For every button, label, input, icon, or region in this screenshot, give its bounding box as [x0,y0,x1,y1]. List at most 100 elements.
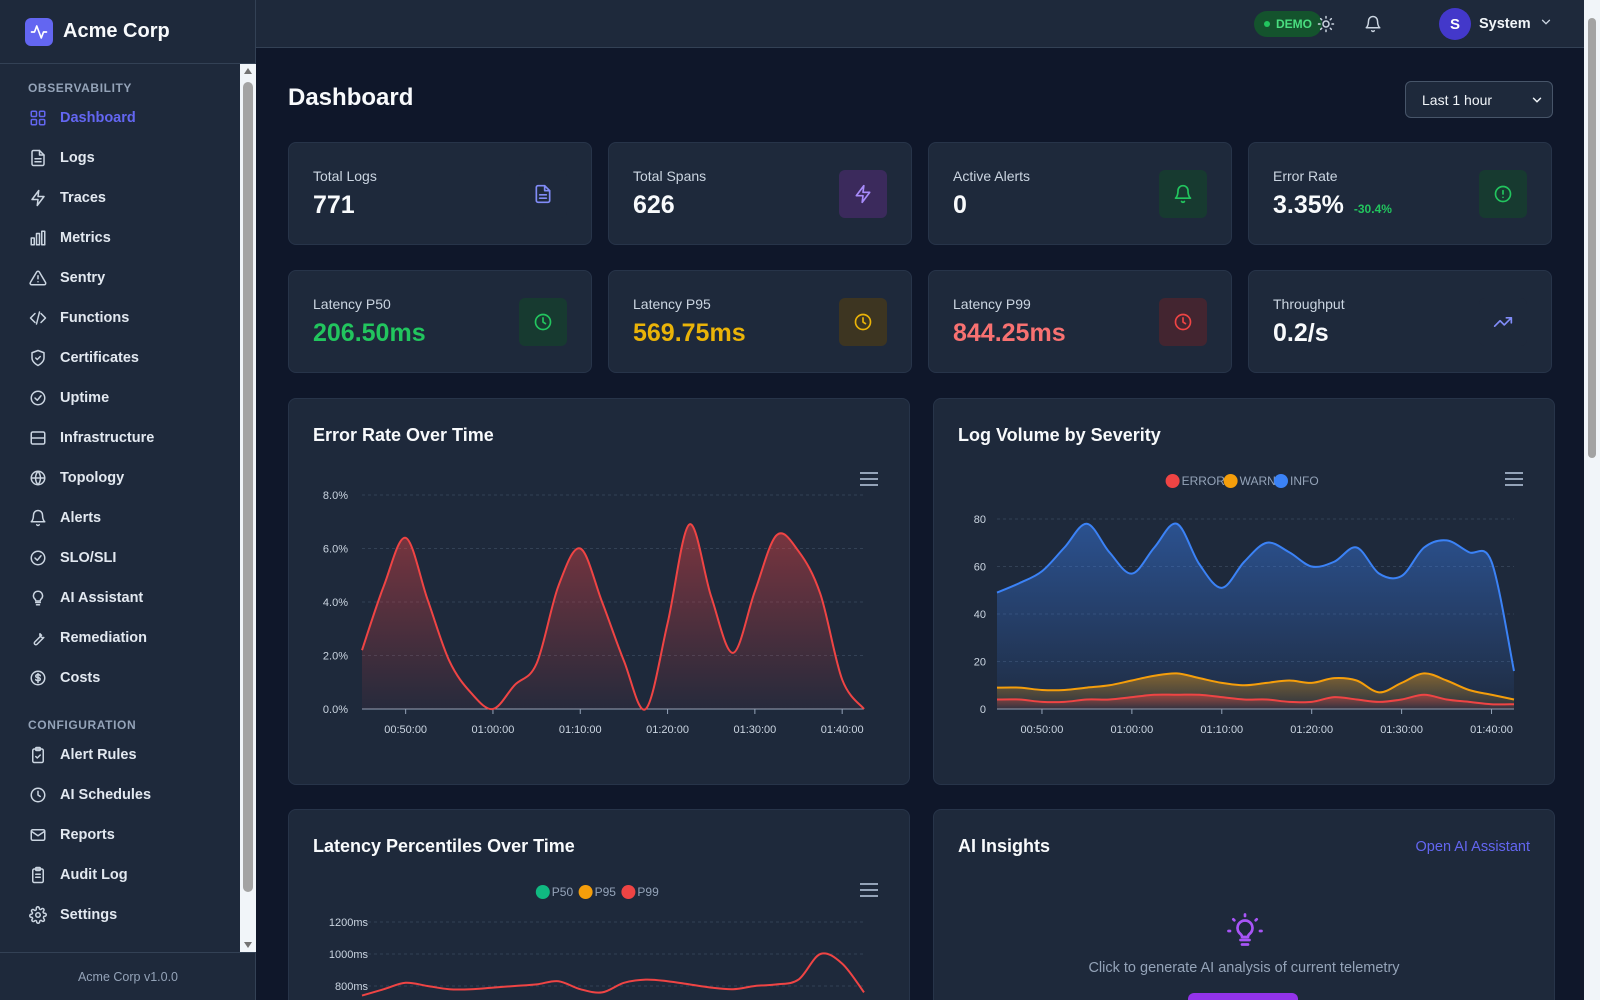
avatar: S [1439,8,1471,40]
stat-number: 0.2/s [1273,319,1329,347]
wrench-icon [28,628,48,648]
chart-menu-icon[interactable] [860,883,878,897]
panel-title: Error Rate Over Time [313,425,494,445]
sidebar-item-label: Remediation [60,630,148,646]
sidebar-item-ai-assistant[interactable]: AI Assistant [0,578,240,618]
sidebar-item-sentry[interactable]: Sentry [0,258,240,298]
sidebar-item-label: Topology [60,470,125,486]
x-tick-label: 01:30:00 [1380,724,1423,736]
sidebar-item-infrastructure[interactable]: Infrastructure [0,418,240,458]
sidebar-item-slo-sli[interactable]: SLO/SLI [0,538,240,578]
series-line-info [996,522,1515,672]
clipboard-list-icon [28,865,48,885]
y-tick-label: 2.0% [323,651,348,663]
lightbulb-icon [1227,913,1263,954]
sidebar-item-costs[interactable]: Costs [0,658,240,698]
series-area-error-rate [362,524,864,710]
file-text-icon [519,170,567,218]
sidebar-item-uptime[interactable]: Uptime [0,378,240,418]
x-tick-label: 01:00:00 [1110,724,1153,736]
sidebar-item-alerts[interactable]: Alerts [0,498,240,538]
y-tick-label: 0 [980,704,986,716]
panel-title: Log Volume by Severity [958,425,1161,445]
sidebar-item-label: AI Assistant [60,590,144,606]
stat-number: 206.50ms [313,319,426,347]
x-tick-label: 01:00:00 [472,724,515,736]
legend-label-p95: P95 [595,885,617,899]
sidebar: Acme Corp OBSERVABILITY Dashboard Logs Tra… [0,0,256,1000]
stat-value: 569.75ms [633,319,746,348]
grid-icon [28,108,48,128]
sidebar-scrollbar[interactable] [240,64,256,952]
y-tick-label: 80 [974,514,986,526]
file-text-icon [28,148,48,168]
open-ai-assistant-link[interactable]: Open AI Assistant [1415,839,1530,855]
scroll-up-arrow-icon[interactable] [244,68,252,74]
stat-card-total-spans: Total Spans 626 [608,142,912,245]
sidebar-item-ai-schedules[interactable]: AI Schedules [0,775,240,815]
sidebar-item-metrics[interactable]: Metrics [0,218,240,258]
series-line-p99 [361,952,865,997]
legend-label-p50: P50 [552,885,574,899]
legend-label-p99: P99 [637,885,659,899]
bell-icon [1159,170,1207,218]
y-tick-label: 1200ms [329,917,369,929]
stat-card-latency-p95: Latency P95 569.75ms [608,270,912,373]
sidebar-item-dashboard[interactable]: Dashboard [0,98,240,138]
app-version: Acme Corp v1.0.0 [0,952,256,1000]
page-scrollbar[interactable] [1584,0,1600,1000]
stat-label: Latency P99 [953,296,1031,312]
x-tick-label: 01:40:00 [821,724,864,736]
sidebar-item-remediation[interactable]: Remediation [0,618,240,658]
sun-icon[interactable] [1314,12,1338,36]
time-range-value: Last 1 hour [1422,91,1493,108]
sidebar-item-functions[interactable]: Functions [0,298,240,338]
sidebar-item-settings[interactable]: Settings [0,895,240,935]
sidebar-item-reports[interactable]: Reports [0,815,240,855]
stat-number: 771 [313,191,355,219]
user-menu[interactable]: S System [1439,8,1553,40]
chart-menu-icon[interactable] [860,472,878,486]
dollar-icon [28,668,48,688]
scroll-down-arrow-icon[interactable] [244,942,252,948]
sidebar-item-label: Infrastructure [60,430,155,446]
legend-marker-p50 [535,885,550,899]
series-line-error [996,693,1515,706]
bar-chart-icon [28,228,48,248]
globe-icon [28,468,48,488]
x-tick-label: 01:40:00 [1470,724,1513,736]
stat-label: Total Spans [633,168,707,184]
sidebar-scroll-thumb[interactable] [243,82,253,892]
y-tick-label: 4.0% [323,597,348,609]
bolt-icon [839,170,887,218]
sidebar-item-label: Reports [60,827,115,843]
y-tick-label: 0.0% [323,704,348,716]
trending-up-icon [1479,298,1527,346]
series-line-warn [996,672,1515,701]
chart-menu-icon[interactable] [1505,472,1523,486]
x-tick-label: 01:10:00 [1200,724,1243,736]
page-scroll-thumb[interactable] [1588,18,1596,458]
x-tick-label: 01:20:00 [1290,724,1333,736]
stat-number: 3.35% [1273,191,1344,219]
time-range-select[interactable]: Last 1 hour [1405,81,1553,118]
legend-label-error: ERROR [1182,474,1226,488]
sidebar-item-alert-rules[interactable]: Alert Rules [0,735,240,775]
stat-label: Throughput [1273,296,1345,312]
stat-card-throughput: Throughput 0.2/s [1248,270,1552,373]
generate-insights-button[interactable] [1188,993,1298,1000]
sidebar-item-label: Traces [60,190,106,206]
stat-card-active-alerts: Active Alerts 0 [928,142,1232,245]
ai-insights-panel: AI Insights Open AI Assistant Click to g… [933,809,1555,1000]
sidebar-item-topology[interactable]: Topology [0,458,240,498]
sidebar-item-logs[interactable]: Logs [0,138,240,178]
sidebar-item-audit-log[interactable]: Audit Log [0,855,240,895]
brand[interactable]: Acme Corp [0,0,255,64]
sidebar-item-traces[interactable]: Traces [0,178,240,218]
x-tick-label: 00:50:00 [1021,724,1064,736]
sidebar-item-certificates[interactable]: Certificates [0,338,240,378]
bell-icon[interactable] [1361,12,1385,36]
stat-value: 206.50ms [313,319,426,348]
stat-delta: -30.4% [1353,202,1392,216]
sidebar-item-label: Metrics [60,230,111,246]
